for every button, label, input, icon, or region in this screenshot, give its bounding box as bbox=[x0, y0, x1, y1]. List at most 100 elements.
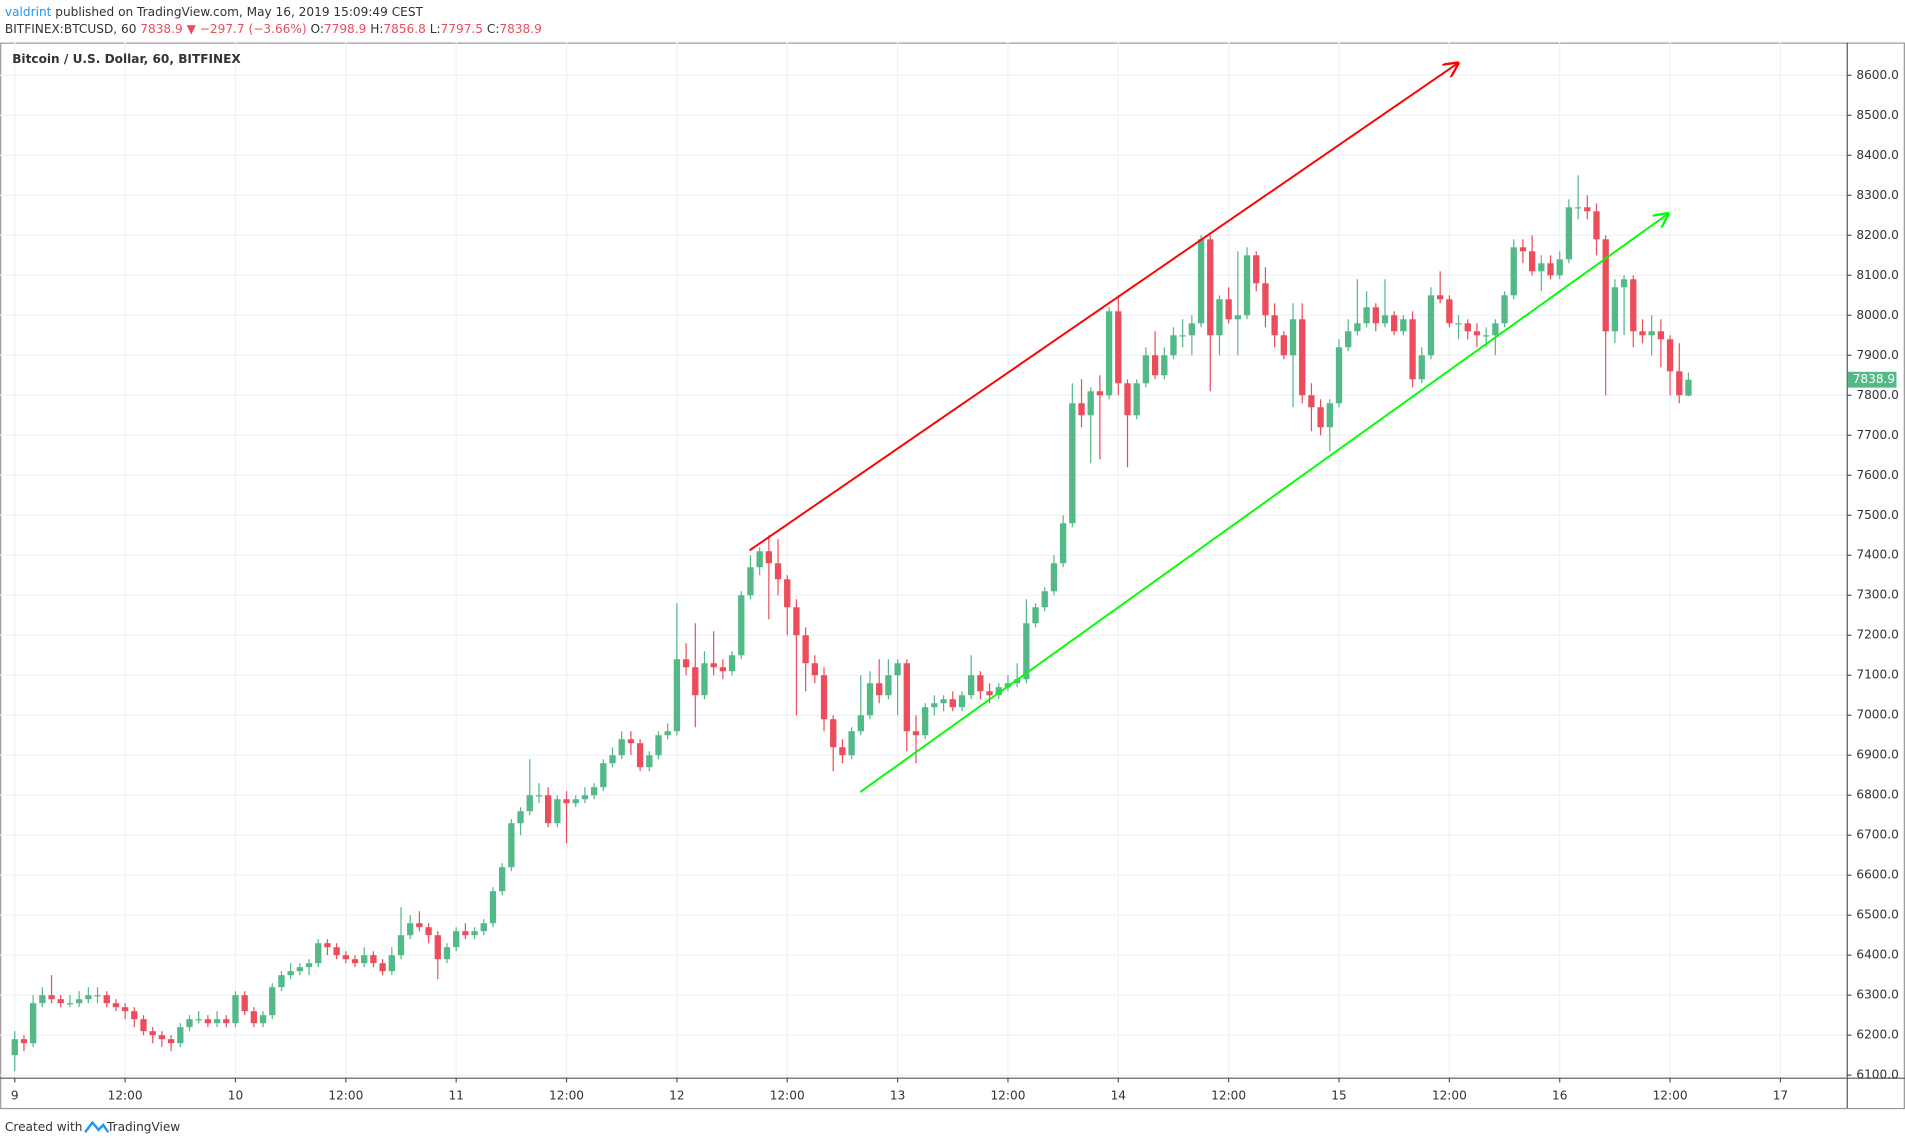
candle-body bbox=[986, 691, 993, 696]
candle-body bbox=[563, 799, 570, 804]
candle-body bbox=[1464, 323, 1471, 332]
candle-body bbox=[517, 811, 524, 824]
y-tick-label: 7100.0 bbox=[1856, 668, 1898, 682]
symbol-line: BITFINEX:BTCUSD, 60 7838.9 ▼ −297.7 (−3.… bbox=[5, 22, 542, 36]
x-tick-label: 16 bbox=[1552, 1088, 1567, 1102]
y-tick-label: 7300.0 bbox=[1856, 588, 1898, 602]
candle-body bbox=[66, 1003, 74, 1005]
y-tick-label: 7900.0 bbox=[1856, 348, 1898, 362]
candle-body bbox=[1455, 323, 1462, 325]
candle-body bbox=[1602, 239, 1609, 332]
candle-body bbox=[186, 1019, 193, 1028]
candle-body bbox=[1161, 355, 1168, 376]
footer-brand[interactable]: TradingView bbox=[106, 1120, 180, 1134]
candle-body bbox=[1381, 315, 1389, 324]
candle-body bbox=[1620, 279, 1628, 288]
candle-body bbox=[259, 1015, 267, 1024]
candle-body bbox=[1151, 355, 1159, 376]
candle-body bbox=[1427, 295, 1435, 356]
candle-body bbox=[1142, 355, 1150, 384]
candle-body bbox=[121, 1007, 129, 1012]
candle-body bbox=[765, 551, 773, 564]
candle-body bbox=[489, 891, 497, 924]
y-tick-label: 6900.0 bbox=[1856, 748, 1898, 762]
author[interactable]: valdrint bbox=[5, 5, 52, 19]
candle-body bbox=[278, 975, 285, 988]
y-tick-label: 8400.0 bbox=[1856, 148, 1898, 162]
candle-body bbox=[894, 663, 901, 676]
candle-body bbox=[250, 1011, 258, 1024]
candle-body bbox=[1225, 299, 1232, 320]
candle-body bbox=[701, 663, 708, 696]
candle-body bbox=[1400, 319, 1407, 332]
candle-body bbox=[1639, 331, 1646, 336]
trend-line-lower bbox=[859, 214, 1668, 793]
candle-body bbox=[379, 963, 386, 972]
candle-body bbox=[20, 1039, 28, 1044]
y-tick-label: 7600.0 bbox=[1856, 468, 1898, 482]
candle-body bbox=[351, 959, 359, 964]
last-price: 7838.9 bbox=[140, 22, 182, 36]
candle-body bbox=[848, 731, 855, 756]
x-tick-label: 12:00 bbox=[328, 1088, 363, 1102]
candle-body bbox=[241, 995, 248, 1012]
candle-body bbox=[1345, 331, 1352, 348]
candle-body bbox=[1335, 347, 1343, 404]
x-tick-label: 12:00 bbox=[990, 1088, 1025, 1102]
x-tick-label: 12:00 bbox=[1211, 1088, 1246, 1102]
x-tick-label: 13 bbox=[890, 1088, 905, 1102]
candle-body bbox=[1593, 211, 1600, 240]
candle-body bbox=[1501, 295, 1508, 324]
candle-body bbox=[1354, 323, 1361, 332]
candle-body bbox=[1115, 311, 1122, 384]
last-price-box bbox=[1847, 371, 1897, 388]
candle-body bbox=[958, 695, 966, 708]
candle-body bbox=[912, 731, 920, 736]
candle-body bbox=[1299, 319, 1306, 396]
candle-body bbox=[434, 935, 441, 960]
candle-body bbox=[1611, 287, 1619, 332]
candle-body bbox=[1538, 263, 1545, 272]
candle-body bbox=[425, 927, 432, 936]
x-tick-label: 9 bbox=[11, 1088, 19, 1102]
candle-body bbox=[195, 1019, 202, 1021]
candle-body bbox=[177, 1027, 184, 1044]
candle-body bbox=[1446, 299, 1453, 324]
y-tick-label: 7700.0 bbox=[1856, 428, 1898, 442]
candle-body bbox=[802, 635, 809, 664]
candle-body bbox=[1124, 383, 1131, 416]
c-label: C: bbox=[487, 22, 500, 36]
x-tick-label: 15 bbox=[1331, 1088, 1346, 1102]
last-price-label: 7838.9 bbox=[1853, 372, 1895, 386]
logo bbox=[84, 1120, 110, 1133]
footer-text: Created with bbox=[5, 1120, 83, 1134]
candle-body bbox=[1041, 591, 1048, 608]
candle-body bbox=[471, 931, 478, 936]
candle-body bbox=[1253, 255, 1260, 284]
y-tick-label: 7800.0 bbox=[1856, 388, 1898, 402]
x-tick-label: 12 bbox=[669, 1088, 684, 1102]
x-tick-label: 12:00 bbox=[108, 1088, 143, 1102]
candle-body bbox=[287, 971, 294, 976]
y-tick-label: 8300.0 bbox=[1856, 188, 1898, 202]
y-tick-label: 6500.0 bbox=[1856, 908, 1898, 922]
candle-body bbox=[416, 923, 423, 928]
candle-body bbox=[388, 955, 395, 972]
candle-body bbox=[646, 755, 653, 768]
candle-body bbox=[866, 683, 874, 716]
y-tick-label: 8100.0 bbox=[1856, 268, 1898, 282]
candle-body bbox=[857, 715, 864, 732]
candle-body bbox=[581, 795, 589, 800]
candle-body bbox=[315, 943, 322, 964]
candle-body bbox=[618, 739, 625, 756]
candle-body bbox=[103, 995, 110, 1004]
close: 7838.9 bbox=[499, 22, 541, 36]
candle-body bbox=[636, 743, 644, 768]
candle-body bbox=[1409, 319, 1416, 380]
candle-body bbox=[710, 663, 717, 668]
header-line: valdrint published on TradingView.com, M… bbox=[5, 5, 424, 19]
candle-body bbox=[1482, 335, 1490, 337]
candle-body bbox=[719, 667, 727, 672]
